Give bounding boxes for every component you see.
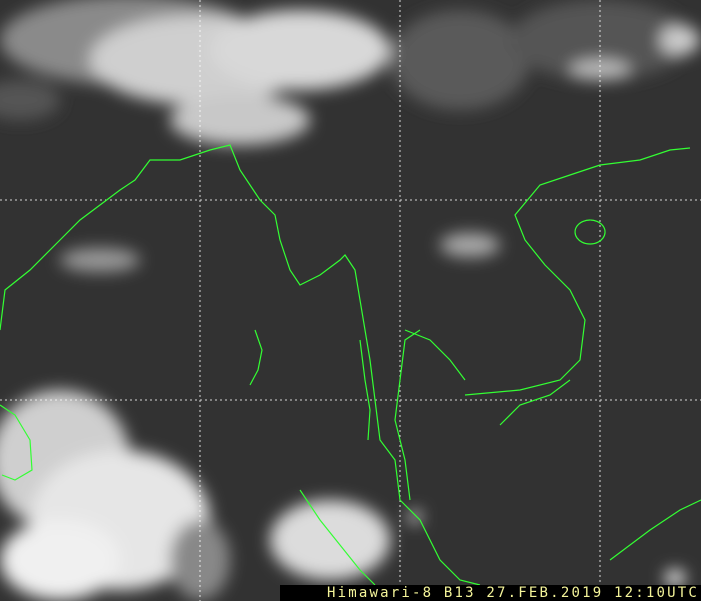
coastlines [0, 144, 701, 586]
image-caption: Himawari-8 B13 27.FEB.2019 12:10UTC [280, 585, 701, 601]
